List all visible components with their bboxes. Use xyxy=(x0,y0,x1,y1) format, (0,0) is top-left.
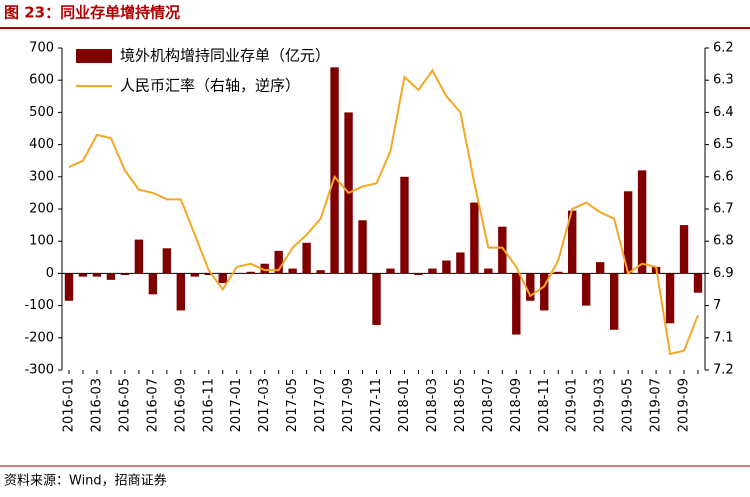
y2-tick-label: 6.8 xyxy=(713,234,734,249)
bar xyxy=(92,273,102,277)
bar xyxy=(204,273,213,276)
x-tick-label: 2016-07 xyxy=(145,378,160,432)
y-tick-label: 0 xyxy=(46,266,54,281)
bar xyxy=(512,273,521,335)
y2-tick-label: 6.5 xyxy=(713,137,734,152)
bar xyxy=(665,273,675,324)
x-tick-label: 2018-05 xyxy=(453,378,468,432)
bar xyxy=(456,252,465,274)
x-tick-label: 2017-09 xyxy=(341,378,356,432)
y-tick-label: 100 xyxy=(29,234,54,249)
bar xyxy=(190,273,199,277)
x-tick-label: 2016-05 xyxy=(117,378,132,432)
bar xyxy=(78,273,88,277)
x-tick-label: 2017-11 xyxy=(369,378,384,432)
bar xyxy=(316,270,325,274)
bar xyxy=(218,273,227,284)
x-tick-label: 2019-01 xyxy=(565,378,580,432)
chart-title: 图 23：同业存单增持情况 xyxy=(4,4,180,22)
legend-label: 人民币汇率（右轴，逆序） xyxy=(120,77,300,95)
y2-tick-label: 7.2 xyxy=(713,363,734,378)
x-tick-label: 2019-05 xyxy=(621,378,636,432)
bar xyxy=(400,176,409,274)
bar xyxy=(428,268,437,274)
bar xyxy=(581,273,591,306)
bar xyxy=(302,242,311,274)
legend-label: 境外机构增持同业存单（亿元） xyxy=(120,47,330,65)
x-tick-label: 2019-09 xyxy=(677,378,692,432)
bar xyxy=(120,273,130,276)
y2-tick-label: 6.9 xyxy=(713,266,734,281)
bar xyxy=(106,273,116,280)
bar xyxy=(134,239,144,274)
bar xyxy=(554,271,563,274)
bar xyxy=(386,268,395,274)
bar xyxy=(288,268,297,274)
bar xyxy=(623,191,633,274)
y2-tick-label: 7 xyxy=(713,298,721,313)
y-tick-label: 200 xyxy=(29,202,54,217)
bar xyxy=(246,271,255,274)
bar xyxy=(148,273,158,295)
x-tick-label: 2018-03 xyxy=(425,378,440,432)
y-tick-label: 500 xyxy=(29,105,54,120)
x-tick-label: 2019-03 xyxy=(593,378,608,432)
y-tick-label: -100 xyxy=(24,298,54,313)
y-tick-label: 700 xyxy=(29,41,54,56)
x-tick-label: 2018-07 xyxy=(481,378,496,432)
bar xyxy=(637,170,647,274)
bar xyxy=(568,210,577,274)
y2-tick-label: 6.6 xyxy=(713,169,734,184)
bar xyxy=(498,226,507,274)
x-tick-label: 2018-09 xyxy=(509,378,524,432)
bar xyxy=(64,273,74,301)
y-tick-label: -300 xyxy=(24,363,54,378)
bar xyxy=(526,273,535,301)
bar xyxy=(540,273,549,311)
bar xyxy=(595,262,605,274)
x-tick-label: 2016-01 xyxy=(61,378,76,432)
bar xyxy=(484,268,493,274)
line xyxy=(68,68,699,356)
y-tick-label: 300 xyxy=(29,169,54,184)
bar xyxy=(372,273,381,325)
x-tick-label: 2017-05 xyxy=(285,378,300,432)
y-tick-label: 600 xyxy=(29,73,54,88)
bar xyxy=(260,263,269,274)
legend-swatch xyxy=(76,49,112,63)
bar xyxy=(693,273,703,293)
bar xyxy=(274,250,283,274)
bar xyxy=(470,202,479,274)
x-tick-label: 2016-11 xyxy=(201,378,216,432)
x-tick-label: 2016-09 xyxy=(173,378,188,432)
y2-tick-label: 6.7 xyxy=(713,202,734,217)
source: 资料来源：Wind，招商证券 xyxy=(4,473,167,489)
x-tick-label: 2018-01 xyxy=(397,378,412,432)
x-tick-label: 2019-07 xyxy=(649,378,664,432)
y-tick-label: -200 xyxy=(24,330,54,345)
x-tick-label: 2016-03 xyxy=(89,378,104,432)
bar xyxy=(176,273,186,311)
bar xyxy=(414,273,423,276)
y-tick-label: 400 xyxy=(29,137,54,152)
x-tick-label: 2017-01 xyxy=(229,378,244,432)
x-tick-label: 2018-11 xyxy=(537,378,552,432)
y2-tick-label: 6.4 xyxy=(713,105,734,120)
y2-tick-label: 7.1 xyxy=(713,330,734,345)
bar xyxy=(358,220,367,274)
bar xyxy=(442,260,451,274)
bar xyxy=(679,225,689,274)
bar xyxy=(330,67,339,274)
x-tick-label: 2017-07 xyxy=(313,378,328,432)
bar xyxy=(609,273,619,330)
x-tick-label: 2017-03 xyxy=(257,378,272,432)
y2-tick-label: 6.2 xyxy=(713,41,734,56)
y2-tick-label: 6.3 xyxy=(713,73,734,88)
bar xyxy=(162,248,172,274)
